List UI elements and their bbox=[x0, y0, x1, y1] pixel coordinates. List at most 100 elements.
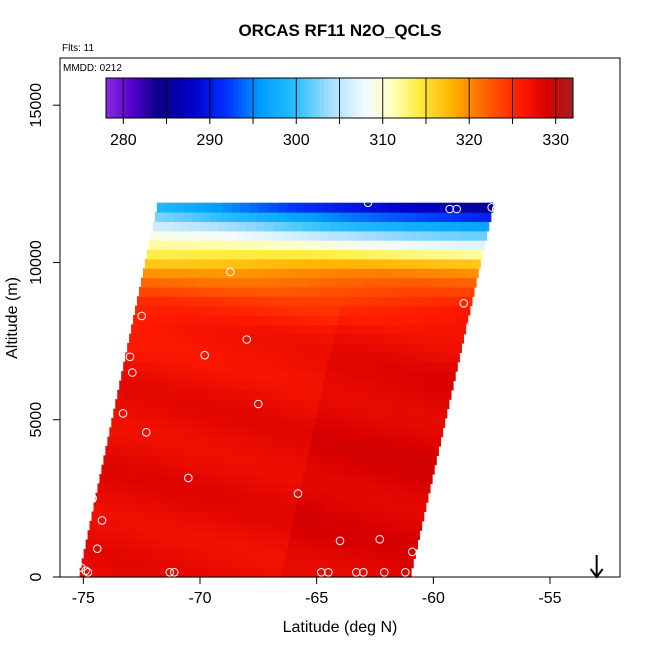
heatmap-cell bbox=[275, 258, 286, 269]
heatmap-cell bbox=[282, 567, 292, 578]
heatmap-cell bbox=[401, 277, 412, 288]
heatmap-cell bbox=[335, 492, 346, 503]
heatmap-cell bbox=[193, 464, 204, 475]
heatmap-cell bbox=[217, 352, 228, 363]
heatmap-cell bbox=[241, 286, 252, 297]
heatmap-cell bbox=[99, 474, 110, 485]
obs-point bbox=[184, 473, 193, 483]
heatmap-cell bbox=[277, 249, 288, 260]
heatmap-cell bbox=[153, 352, 163, 363]
heatmap-cell bbox=[286, 249, 297, 260]
heatmap-cell bbox=[407, 249, 418, 260]
heatmap-cell bbox=[160, 361, 171, 372]
heatmap-cell bbox=[172, 520, 183, 531]
heatmap-cell bbox=[469, 221, 480, 232]
heatmap-cell bbox=[258, 464, 269, 475]
heatmap-cell bbox=[339, 558, 350, 569]
heatmap-cell bbox=[203, 417, 214, 428]
heatmap-cell bbox=[398, 417, 409, 428]
heatmap-cell bbox=[279, 539, 289, 550]
heatmap-cell bbox=[383, 399, 394, 410]
heatmap-cell bbox=[461, 258, 472, 269]
heatmap-cell bbox=[269, 455, 280, 466]
heatmap-cell bbox=[331, 343, 342, 354]
heatmap-cell bbox=[454, 249, 465, 260]
heatmap-cell bbox=[143, 352, 154, 363]
heatmap-cell bbox=[278, 286, 289, 297]
heatmap-cell bbox=[472, 212, 483, 223]
heatmap-cell bbox=[181, 305, 192, 316]
heatmap-cell bbox=[426, 417, 436, 428]
heatmap-cell bbox=[418, 408, 429, 419]
heatmap-cell bbox=[169, 492, 180, 503]
obs-point bbox=[97, 516, 107, 525]
heatmap-cell bbox=[284, 474, 295, 485]
heatmap-cell bbox=[255, 352, 265, 363]
heatmap-cell bbox=[287, 333, 297, 344]
heatmap-cell bbox=[153, 436, 164, 447]
heatmap-cell bbox=[458, 314, 469, 325]
heatmap-cell bbox=[277, 548, 287, 559]
heatmap-cell bbox=[406, 296, 417, 307]
heatmap-cell bbox=[273, 268, 284, 279]
heatmap-cell bbox=[165, 380, 176, 391]
heatmap-cell bbox=[305, 249, 316, 260]
heatmap-cell bbox=[289, 324, 299, 335]
heatmap-cell bbox=[430, 314, 441, 325]
heatmap-cell bbox=[447, 240, 458, 251]
heatmap-cell bbox=[356, 314, 367, 325]
heatmap-cell bbox=[152, 530, 162, 541]
heatmap-cell bbox=[226, 567, 237, 578]
heatmap-cell bbox=[349, 427, 360, 438]
obs-point bbox=[487, 203, 497, 212]
colorbar-segment bbox=[464, 78, 469, 118]
heatmap-cell bbox=[237, 389, 248, 400]
heatmap-cell bbox=[432, 221, 443, 232]
heatmap-cell bbox=[236, 221, 247, 232]
heatmap-cell bbox=[152, 221, 163, 232]
heatmap-cell bbox=[379, 502, 390, 513]
heatmap-cell bbox=[109, 511, 120, 522]
heatmap-cell bbox=[376, 389, 387, 400]
heatmap-cell bbox=[236, 567, 246, 578]
heatmap-cell bbox=[385, 352, 395, 363]
heatmap-cell bbox=[447, 361, 458, 372]
colorbar-segment bbox=[265, 78, 270, 118]
heatmap-cell bbox=[200, 305, 211, 316]
heatmap-cell bbox=[144, 436, 155, 447]
heatmap-cell bbox=[194, 286, 205, 297]
heatmap-cell bbox=[204, 502, 215, 513]
heatmap-cell bbox=[159, 277, 170, 288]
heatmap-cell bbox=[306, 371, 317, 382]
colorbar-segment bbox=[429, 78, 434, 118]
heatmap-cell bbox=[340, 343, 351, 354]
heatmap-cell bbox=[207, 445, 217, 456]
heatmap-cell bbox=[167, 240, 178, 251]
heatmap-cell bbox=[434, 380, 445, 391]
heatmap-cell bbox=[213, 371, 224, 382]
heatmap-cell bbox=[459, 268, 470, 279]
heatmap-cell bbox=[192, 296, 203, 307]
heatmap-cell bbox=[291, 314, 301, 325]
heatmap-cell bbox=[200, 258, 211, 269]
heatmap-cell bbox=[322, 427, 333, 438]
heatmap-cell bbox=[382, 277, 393, 288]
heatmap-cell bbox=[443, 296, 454, 307]
colorbar-segment bbox=[456, 78, 461, 118]
heatmap-cell bbox=[182, 474, 193, 485]
heatmap-cell bbox=[255, 436, 266, 447]
obs-point bbox=[317, 568, 326, 577]
heatmap-cell bbox=[384, 436, 395, 447]
heatmap-cell bbox=[327, 445, 338, 456]
colorbar-segment bbox=[362, 78, 368, 118]
heatmap-cell bbox=[350, 548, 361, 559]
heatmap-cell bbox=[291, 268, 302, 279]
heatmap-cell bbox=[412, 436, 423, 447]
heatmap-cell bbox=[142, 530, 153, 541]
heatmap-cell bbox=[434, 212, 445, 223]
heatmap-cell bbox=[178, 408, 188, 419]
obs-point bbox=[359, 568, 368, 577]
heatmap-cell bbox=[331, 258, 342, 269]
heatmap-cell bbox=[377, 511, 388, 522]
heatmap-cell bbox=[373, 530, 384, 541]
